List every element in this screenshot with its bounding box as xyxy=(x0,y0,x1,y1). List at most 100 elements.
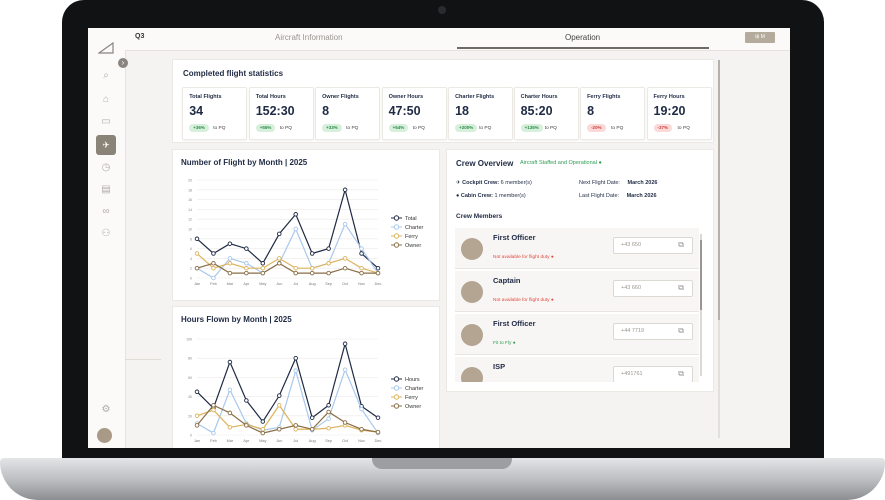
data-point xyxy=(194,413,200,419)
series-line xyxy=(196,368,379,434)
y-tick-label: 6 xyxy=(190,247,192,251)
members-scrollbar[interactable] xyxy=(700,234,702,376)
stat-delta-badge: +33% xyxy=(322,124,342,132)
y-tick-label: 0 xyxy=(190,277,192,281)
tab-aircraft-information[interactable]: Aircraft Information xyxy=(275,33,343,42)
copy-icon[interactable]: ⧉ xyxy=(678,369,684,378)
data-point xyxy=(375,429,381,435)
stat-value: 47:50 xyxy=(388,104,421,118)
legend-marker xyxy=(393,215,400,221)
legend-marker xyxy=(393,233,400,239)
data-point xyxy=(342,221,348,227)
data-point xyxy=(211,261,216,266)
data-point xyxy=(293,265,298,271)
data-point xyxy=(260,430,266,436)
crew-members-list[interactable]: First Officer Not available for flight du… xyxy=(455,228,705,382)
sidebar: › ⌕ ⌂ ▭ ✈ ◷ ▤ ∞ ⚇ ⚙ xyxy=(88,28,128,448)
x-tick-label: Dec xyxy=(375,439,382,443)
hours-by-month-card: Hours Flown by Month | 2025 0 20 40 60 80 100… xyxy=(172,306,440,448)
legend-label: Charter xyxy=(405,225,424,231)
crew-member-row[interactable]: First Officer Not available for flight du… xyxy=(455,228,699,269)
link-icon[interactable]: ∞ xyxy=(102,206,110,217)
data-point xyxy=(309,251,315,256)
copy-icon[interactable]: ⧉ xyxy=(678,283,684,292)
stat-compare-label: to PQ xyxy=(346,126,359,131)
legend-label: Ferry xyxy=(405,395,418,401)
pilot-icon: ✈ xyxy=(456,180,461,186)
member-status: Not available for flight duty ● xyxy=(493,255,554,260)
data-point xyxy=(375,265,381,271)
calendar-icon[interactable]: ▭ xyxy=(101,116,111,127)
x-tick-label: May xyxy=(259,439,266,443)
last-flight-date: Last Flight Date: March 2026 xyxy=(579,193,657,199)
search-icon[interactable]: ⌕ xyxy=(103,70,109,81)
stat-label: Total Hours xyxy=(255,94,286,100)
y-tick-label: 18 xyxy=(188,188,192,192)
x-tick-label: Jul xyxy=(293,439,298,443)
logo-icon xyxy=(98,42,114,54)
stat-compare-label: to PQ xyxy=(213,126,226,131)
series-line xyxy=(196,341,379,423)
x-tick-label: Jul xyxy=(293,282,298,286)
data-point xyxy=(260,261,266,266)
data-point xyxy=(326,246,331,251)
data-point xyxy=(359,251,364,256)
avatar xyxy=(461,281,483,303)
people-icon[interactable]: ⚇ xyxy=(101,228,111,239)
data-point xyxy=(342,341,348,347)
phone-field[interactable]: +44 7719 ⧉ xyxy=(613,323,693,340)
aircraft-icon[interactable]: ✈ xyxy=(96,135,116,155)
data-point xyxy=(309,270,315,276)
data-point xyxy=(293,423,298,428)
data-point xyxy=(227,425,233,430)
user-avatar[interactable] xyxy=(97,428,112,443)
data-point xyxy=(342,420,348,425)
hours-line-chart: 0 20 40 60 80 100 Jan Feb Mar Apr May Jun Jul Aug Sep O… xyxy=(186,338,423,444)
data-point xyxy=(227,256,233,261)
data-point xyxy=(227,410,233,416)
stat-delta-badge: +200% xyxy=(455,124,478,132)
data-point xyxy=(227,387,233,393)
copy-icon[interactable]: ⧉ xyxy=(678,326,684,335)
settings-icon[interactable]: ⚙ xyxy=(101,404,111,415)
sidebar-toggle-button[interactable]: › xyxy=(118,58,128,68)
series-line xyxy=(196,187,379,269)
y-tick-label: 20 xyxy=(188,179,192,183)
data-point xyxy=(277,402,282,408)
phone-field[interactable]: +43 660 ⧉ xyxy=(613,280,693,297)
stat-card: Owner Flights 8 +33% to PQ xyxy=(315,87,381,140)
x-tick-label: Sep xyxy=(325,282,332,286)
data-point xyxy=(260,265,266,271)
crew-overview-card: Crew Overview Aircraft Staffed and Opera… xyxy=(446,149,714,392)
flights-line-chart: 0 2 4 6 8 10 12 14 16 18 20 Jan Feb Mar Apr May Jun Jul Au… xyxy=(188,179,424,287)
stat-card: Charter Hours 85:20 +135% to PQ xyxy=(513,87,579,140)
data-point xyxy=(359,426,364,432)
phone-field[interactable]: +43 650 ⧉ xyxy=(613,237,693,254)
phone-field[interactable]: +491761 ⧉ xyxy=(613,366,693,382)
x-tick-label: Nov xyxy=(358,282,365,286)
crew-member-row[interactable]: ISPFit to Fly ●+491761⧉ xyxy=(455,357,699,382)
crew-member-row[interactable]: First Officer Fit to Fly ● +44 7719 ⧉ xyxy=(455,314,699,355)
copy-icon[interactable]: ⧉ xyxy=(678,240,684,249)
crew-status: Aircraft Staffed and Operational ● xyxy=(520,160,602,166)
stat-delta-badge: -20% xyxy=(587,124,606,132)
data-point xyxy=(359,265,364,271)
stat-delta-badge: +54% xyxy=(388,124,409,132)
x-tick-label: Jun xyxy=(276,439,282,443)
data-point xyxy=(359,406,364,412)
page-scrollbar[interactable] xyxy=(718,60,720,438)
home-icon[interactable]: ⌂ xyxy=(102,94,110,105)
clock-icon[interactable]: ◷ xyxy=(101,162,111,173)
crew-member-row[interactable]: Captain Not available for flight duty ● +4… xyxy=(455,271,699,312)
data-point xyxy=(244,398,249,403)
data-point xyxy=(277,393,282,398)
series-line xyxy=(196,404,379,433)
data-point xyxy=(260,419,266,424)
tab-operation[interactable]: Operation xyxy=(565,33,601,42)
member-role: Captain xyxy=(493,276,521,285)
y-tick-label: 0 xyxy=(190,434,192,438)
data-point xyxy=(293,426,298,432)
view-toggle-button[interactable]: ⊞ M xyxy=(745,32,775,43)
document-icon[interactable]: ▤ xyxy=(101,184,111,195)
cockpit-crew: ✈ Cockpit Crew: 6 member(s) xyxy=(456,180,532,186)
